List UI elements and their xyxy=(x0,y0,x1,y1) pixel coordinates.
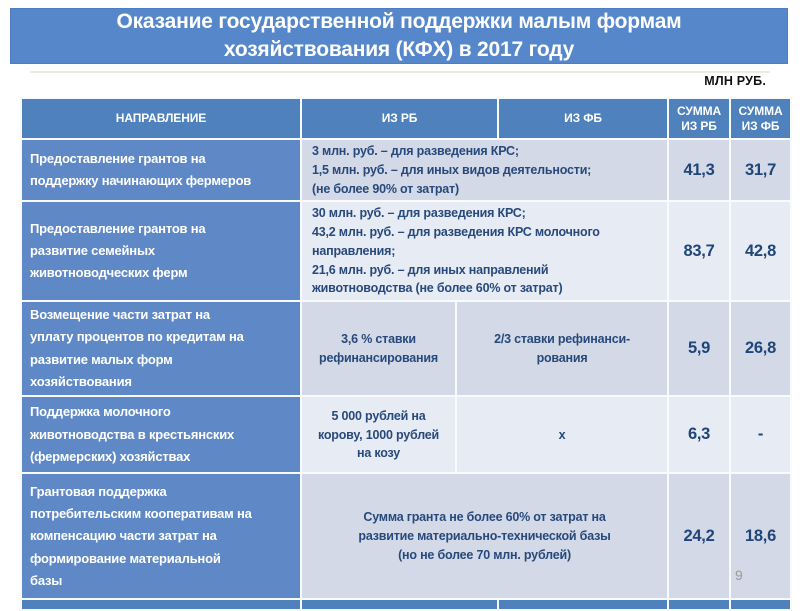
units-label: МЛН РУБ. xyxy=(704,74,766,88)
slide-title: Оказание государственной поддержки малым… xyxy=(10,8,788,64)
table-row: Поддержка молочного животноводства в кре… xyxy=(20,395,793,475)
page-number: 9 xyxy=(735,567,743,583)
row-direction-cell: Грантовая поддержка потребительским кооп… xyxy=(20,472,302,601)
row-direction-cell: Поддержка молочного животноводства в кре… xyxy=(20,395,302,475)
row-sum-fb-cell: - xyxy=(729,395,793,475)
row-sum-fb-cell: 31,7 xyxy=(729,137,793,203)
table-row: Предоставление грантов на поддержку начи… xyxy=(20,137,793,203)
partial-cell xyxy=(667,598,732,611)
col-header-direction: НАПРАВЛЕНИЕ xyxy=(20,97,302,140)
table-row: Грантовая поддержка потребительским кооп… xyxy=(20,472,793,601)
row-sum-fb-cell: 42,8 xyxy=(729,200,793,302)
row-detail-cell: 3 млн. руб. – для разведения КРС; 1,5 мл… xyxy=(299,137,670,203)
row-sum-rb-cell: 83,7 xyxy=(667,200,732,302)
table-row-partial xyxy=(20,598,793,611)
partial-cell xyxy=(497,598,670,611)
partial-cell xyxy=(729,598,793,611)
row-detail-cell: 30 млн. руб. – для разведения КРС; 43,2 … xyxy=(299,200,670,302)
row-rb-detail-cell: 3,6 % ставки рефинансирования xyxy=(300,299,457,398)
row-sum-rb-cell: 6,3 xyxy=(667,395,732,475)
row-sum-rb-cell: 24,2 xyxy=(667,472,732,601)
row-direction-cell: Возмещение части затрат на уплату процен… xyxy=(20,299,302,398)
row-fb-detail-cell: 2/3 ставки рефинанси- рования xyxy=(454,299,670,398)
col-header-rb: ИЗ РБ xyxy=(299,97,500,140)
row-sum-fb-cell: 18,6 xyxy=(729,472,793,601)
partial-cell xyxy=(20,598,302,611)
row-sum-rb-cell: 41,3 xyxy=(667,137,732,203)
row-fb-detail-cell: х xyxy=(454,395,670,475)
table-row: Возмещение части затрат на уплату процен… xyxy=(20,299,793,398)
row-rb-detail-cell: 5 000 рублей на корову, 1000 рублей на к… xyxy=(300,395,457,475)
table-header-row: НАПРАВЛЕНИЕ ИЗ РБ ИЗ ФБ СУММА ИЗ РБ СУММ… xyxy=(20,97,793,140)
support-table: НАПРАВЛЕНИЕ ИЗ РБ ИЗ ФБ СУММА ИЗ РБ СУММ… xyxy=(20,97,793,611)
col-header-sum-fb: СУММА ИЗ ФБ xyxy=(729,97,793,140)
table-row: Предоставление грантов на развитие семей… xyxy=(20,200,793,302)
partial-cell xyxy=(299,598,500,611)
row-direction-cell: Предоставление грантов на развитие семей… xyxy=(20,200,302,302)
row-direction-cell: Предоставление грантов на поддержку начи… xyxy=(20,137,302,203)
col-header-fb: ИЗ ФБ xyxy=(497,97,670,140)
row-sum-fb-cell: 26,8 xyxy=(729,299,793,398)
divider-line xyxy=(30,71,770,73)
col-header-sum-rb: СУММА ИЗ РБ xyxy=(667,97,732,140)
row-sum-rb-cell: 5,9 xyxy=(667,299,732,398)
row-detail-cell: Сумма гранта не более 60% от затрат на р… xyxy=(299,472,670,601)
